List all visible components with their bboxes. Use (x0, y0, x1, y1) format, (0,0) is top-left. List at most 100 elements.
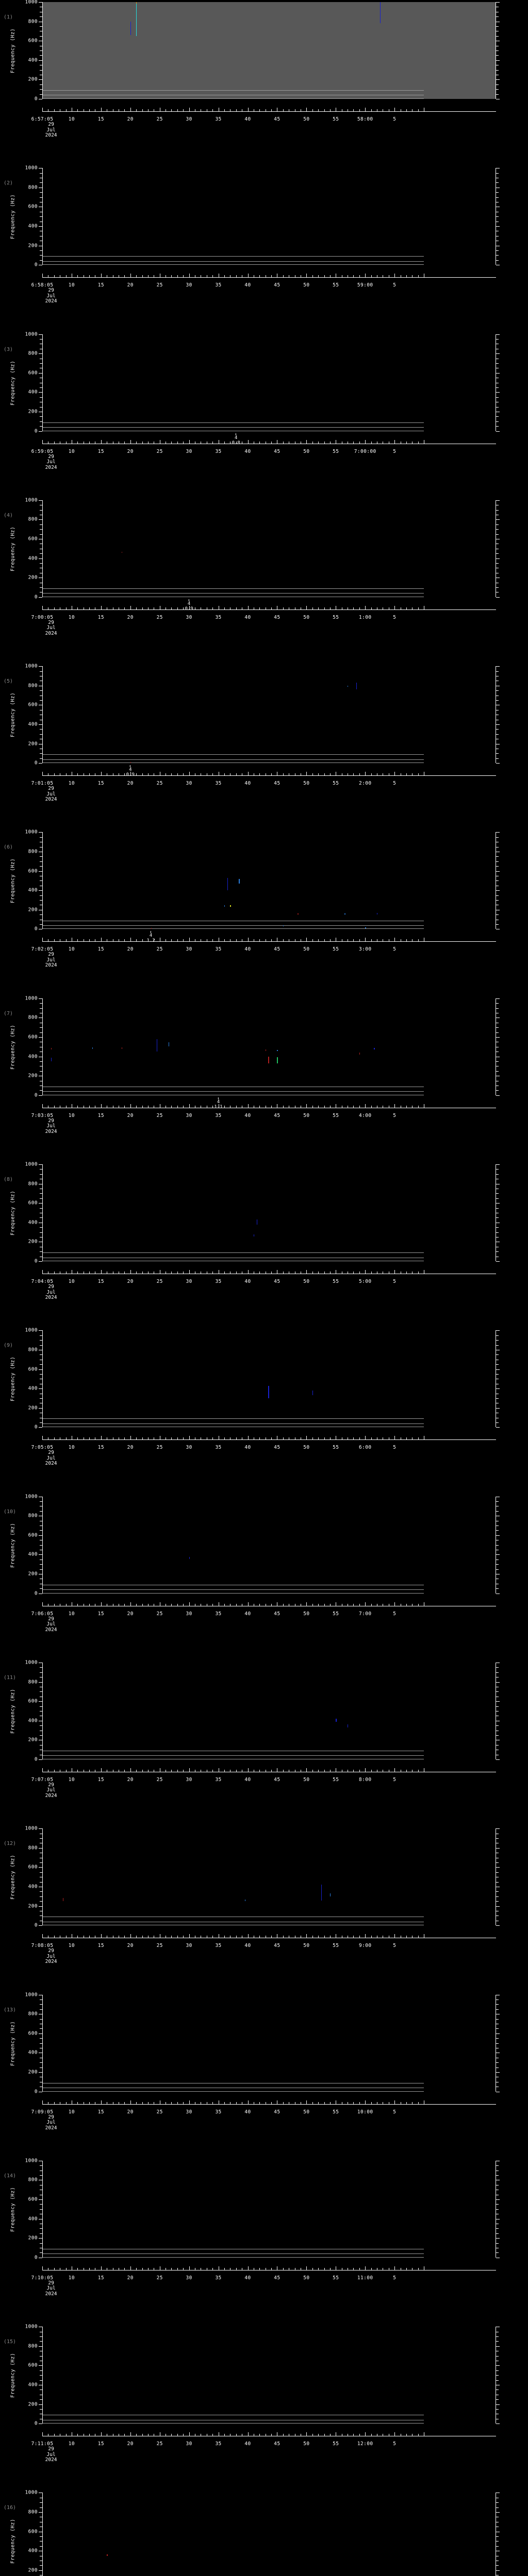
spectrogram-panel[interactable]: (1) Frequency (Hz) 0 200 400 600 800 1000 6:5… (0, 0, 528, 166)
x-tick-label: 55 (333, 2275, 339, 2281)
x-tick (65, 773, 67, 776)
x-tick (359, 773, 360, 776)
y-tick-right (496, 1193, 499, 1194)
plot-area[interactable] (42, 1662, 496, 1759)
y-tick-label: 200 (28, 2567, 38, 2573)
y-tick-label: 200 (28, 2401, 38, 2408)
plot-area[interactable] (42, 1828, 496, 1926)
x-tick (283, 1437, 284, 1440)
x-tick (236, 1603, 237, 1606)
spectrogram-panel[interactable]: (9) Frequency (Hz) 0 200 400 600 800 1000 7:0… (0, 1328, 528, 1494)
x-tick (271, 1272, 272, 1274)
plot-area[interactable] (42, 334, 496, 431)
spectrogram-panel[interactable]: (2) Frequency (Hz) 0 200 400 600 800 1000 6:5… (0, 165, 528, 332)
x-tick (324, 109, 325, 111)
x-tick (318, 441, 319, 444)
spectrogram-panel[interactable]: (12) Frequency (Hz) 0 200 400 600 800 1000 7:… (0, 1826, 528, 1992)
spectrogram-panel[interactable]: (11) Frequency (Hz) 0 200 400 600 800 1000 7:… (0, 1659, 528, 1826)
x-tick-label: 30 (186, 1279, 192, 1285)
x-tick (371, 2267, 372, 2270)
x-tick (365, 1270, 366, 1274)
panel-number-label: (2) (4, 180, 13, 187)
plot-area[interactable] (42, 500, 496, 597)
plot-area[interactable] (42, 2327, 496, 2424)
spectrogram-panel[interactable]: (13) Frequency (Hz) 0 200 400 600 800 1000 7:… (0, 1992, 528, 2159)
x-tick-label: 4:00 (358, 1112, 372, 1118)
plot-area[interactable] (42, 1994, 496, 2092)
y-tick (39, 334, 42, 335)
y-tick (40, 587, 42, 588)
x-tick (394, 1104, 395, 1108)
plot-area[interactable] (42, 168, 496, 265)
y-tick (40, 1354, 42, 1355)
spectrogram-panel[interactable]: (5) Frequency (Hz) 0 200 400 600 800 1000 7:0… (0, 664, 528, 830)
y-tick-label: 200 (28, 1903, 38, 1909)
x-tick (365, 108, 366, 111)
plot-area[interactable] (42, 2, 496, 99)
x-axis-cap-left (42, 1436, 43, 1440)
spectrogram-panel[interactable]: (8) Frequency (Hz) 0 200 400 600 800 1000 7:0… (0, 1162, 528, 1328)
plot-area[interactable] (42, 2493, 496, 2576)
x-tick (183, 275, 184, 278)
x-tick (89, 1769, 90, 1772)
x-tick-label: 59:00 (357, 282, 373, 289)
x-tick-label: 5 (393, 1943, 397, 1949)
x-tick-label: 30 (186, 448, 192, 454)
x-tick-label: 30 (186, 1943, 192, 1949)
x-tick-label: 40 (244, 1112, 251, 1118)
x-tick (124, 1437, 125, 1440)
x-tick (77, 275, 78, 278)
spectrogram-panel[interactable]: (3) Frequency (Hz) 0 200 400 600 800 1000 6:5… (0, 331, 528, 498)
x-tick-label: 20 (127, 2275, 134, 2281)
plot-area[interactable] (42, 832, 496, 929)
x-tick-label: 25 (156, 2275, 163, 2281)
y-tick (39, 2404, 42, 2405)
plot-area[interactable] (42, 2160, 496, 2258)
date-stack-label: 29 Jul 2024 (45, 1782, 57, 1799)
x-tick-label: 10 (68, 1112, 75, 1118)
y-tick-right (496, 734, 499, 735)
x-tick (283, 1105, 284, 1108)
x-tick (224, 607, 225, 609)
y-tick-right (496, 871, 500, 872)
y-tick-right (496, 671, 499, 672)
x-tick (371, 1936, 372, 1938)
spectrogram-panel[interactable]: (10) Frequency (Hz) 0 200 400 600 800 1000 7:… (0, 1494, 528, 1660)
y-axis-line (42, 2, 43, 99)
plot-area[interactable] (42, 1330, 496, 1428)
y-tick-label: 600 (28, 1532, 38, 1538)
y-tick-right (496, 1164, 500, 1165)
y-tick-right (496, 1867, 500, 1868)
y-tick (40, 1725, 42, 1726)
x-tick (318, 773, 319, 776)
x-tick (124, 1936, 125, 1938)
plot-area[interactable] (42, 1496, 496, 1594)
x-tick (77, 1936, 78, 1938)
y-tick (40, 914, 42, 916)
y-tick-label: 600 (28, 204, 38, 210)
x-tick-label: 15 (97, 2275, 104, 2281)
spectrogram-panel[interactable]: (7) Frequency (Hz) 0 200 400 600 800 1000 7:0… (0, 995, 528, 1162)
x-tick (77, 607, 78, 609)
y-tick (40, 55, 42, 56)
y-tick-label: 800 (28, 516, 38, 522)
x-tick (177, 1105, 178, 1108)
spectrogram-panel[interactable]: (15) Frequency (Hz) 0 200 400 600 800 1000 7:… (0, 2324, 528, 2490)
y-tick (39, 1848, 42, 1849)
y-tick-label: 600 (28, 2529, 38, 2535)
plot-area[interactable] (42, 998, 496, 1095)
x-tick (224, 2267, 225, 2270)
y-axis-title: Frequency (Hz) (10, 1688, 16, 1734)
spectrogram-panel[interactable]: (6) Frequency (Hz) 0 200 400 600 800 1000 7:0… (0, 829, 528, 996)
x-tick (324, 1769, 325, 1772)
y-tick (39, 2346, 42, 2347)
spectrogram-panel[interactable]: (4) Frequency (Hz) 0 200 400 600 800 1000 7:0… (0, 497, 528, 664)
detection-annotation: 4 1.2 (146, 931, 155, 943)
x-tick (101, 605, 102, 609)
plot-area[interactable] (42, 1164, 496, 1262)
x-tick (271, 1105, 272, 1108)
plot-area[interactable] (42, 666, 496, 764)
x-tick-label: 55 (333, 946, 339, 953)
spectrogram-panel[interactable]: (14) Frequency (Hz) 0 200 400 600 800 1000 7:… (0, 2158, 528, 2325)
